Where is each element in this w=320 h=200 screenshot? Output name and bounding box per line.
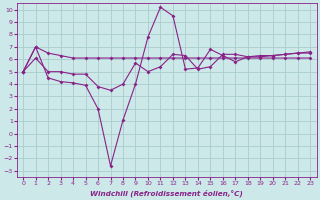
X-axis label: Windchill (Refroidissement éolien,°C): Windchill (Refroidissement éolien,°C) <box>90 189 243 197</box>
